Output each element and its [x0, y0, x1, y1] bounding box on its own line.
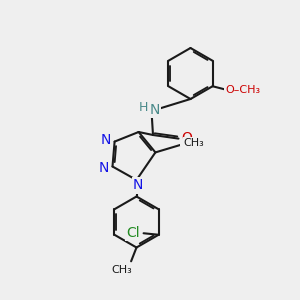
Text: N: N	[150, 103, 160, 116]
Text: N: N	[101, 133, 111, 147]
Text: O–CH₃: O–CH₃	[225, 85, 260, 95]
Text: N: N	[99, 161, 109, 175]
Text: CH₃: CH₃	[111, 265, 132, 275]
Text: CH₃: CH₃	[184, 138, 205, 148]
Text: H: H	[138, 101, 148, 114]
Text: N: N	[133, 178, 143, 192]
Text: O: O	[181, 131, 192, 145]
Text: Cl: Cl	[127, 226, 140, 240]
